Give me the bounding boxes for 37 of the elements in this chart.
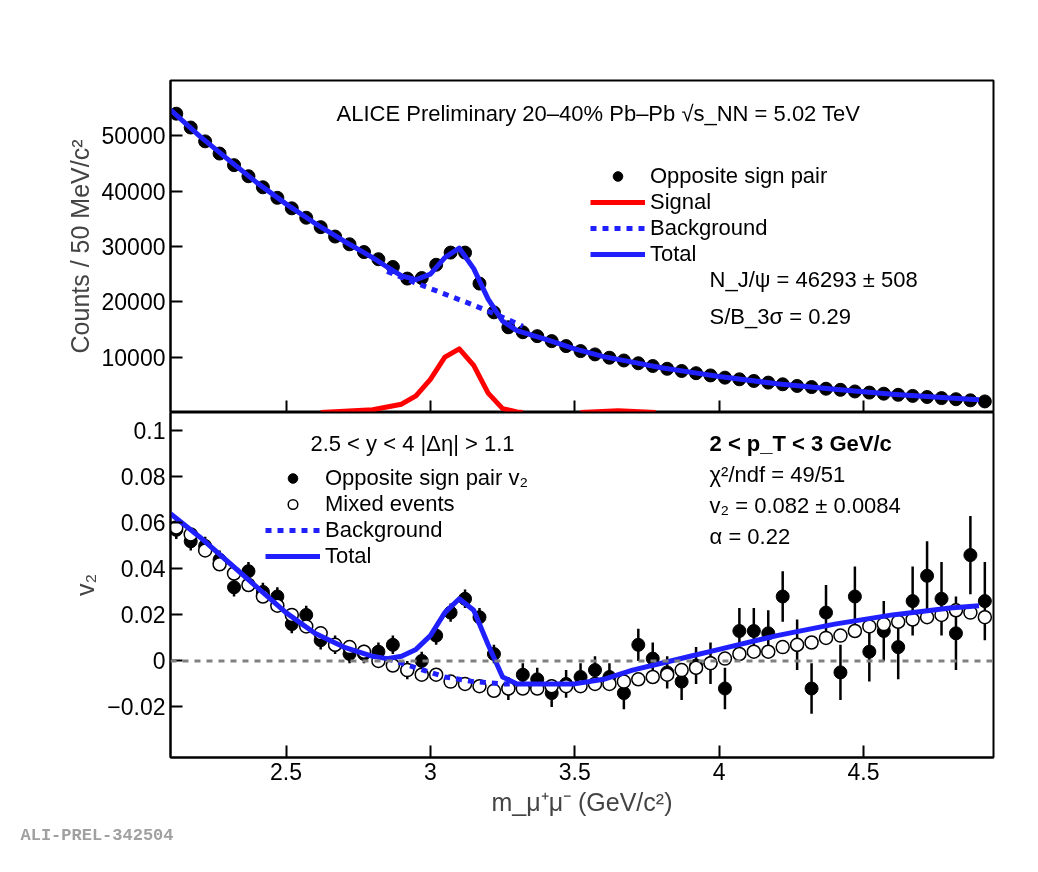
annotation: N_J/ψ = 46293 ± 508	[709, 267, 918, 293]
legend-label: Total	[325, 543, 372, 569]
legend-label: Signal	[650, 189, 712, 215]
x-tick-label: 4.5	[847, 758, 880, 785]
annotation: α = 0.22	[709, 524, 791, 550]
y-tick-label: 0	[152, 648, 166, 675]
x-axis-title: m_μ⁺μ⁻ (GeV/c²)	[491, 787, 673, 816]
y-tick-label: 0.02	[120, 602, 166, 629]
legend-label: Background	[325, 517, 443, 543]
y-tick-label: 0.06	[120, 510, 166, 537]
y-tick-label: 10000	[101, 344, 166, 371]
annotation: ALICE Preliminary 20–40% Pb–Pb √s_NN = 5.02 TeV	[336, 101, 861, 127]
y-tick-label: 0.04	[120, 556, 166, 583]
annotation: S/B_3σ = 0.29	[709, 303, 851, 329]
y-tick-label: 30000	[101, 234, 166, 260]
y-tick-label: 0.08	[120, 464, 166, 491]
y-tick-label: 50000	[101, 123, 166, 150]
annotation: v₂ = 0.082 ± 0.0084	[709, 493, 901, 519]
y-axis-title: Counts / 50 MeV/c²	[65, 139, 94, 354]
legend-label: Opposite sign pair	[650, 163, 828, 189]
annotation: 2.5 < y < 4 |Δη| > 1.1	[310, 431, 515, 457]
y-axis-title: v₂	[71, 573, 100, 597]
y-tick-label: 0.1	[133, 418, 166, 445]
y-tick-label: 40000	[101, 178, 166, 205]
legend-label: Mixed events	[325, 491, 455, 517]
x-tick-label: 3	[424, 758, 437, 785]
y-tick-label: −0.02	[107, 694, 166, 721]
x-tick-label: 4	[712, 758, 726, 785]
annotation: 2 < p_T < 3 GeV/c	[709, 431, 892, 457]
legend-label: Total	[650, 241, 697, 267]
x-tick-label: 3.5	[558, 758, 591, 785]
legend-label: Opposite sign pair v₂	[325, 465, 528, 491]
x-tick-label: 2.5	[270, 758, 303, 785]
y-tick-label: 20000	[101, 289, 166, 316]
text: ALI-PREL-342504	[20, 825, 174, 845]
legend-label: Background	[650, 215, 768, 241]
annotation: χ²/ndf = 49/51	[709, 462, 846, 488]
